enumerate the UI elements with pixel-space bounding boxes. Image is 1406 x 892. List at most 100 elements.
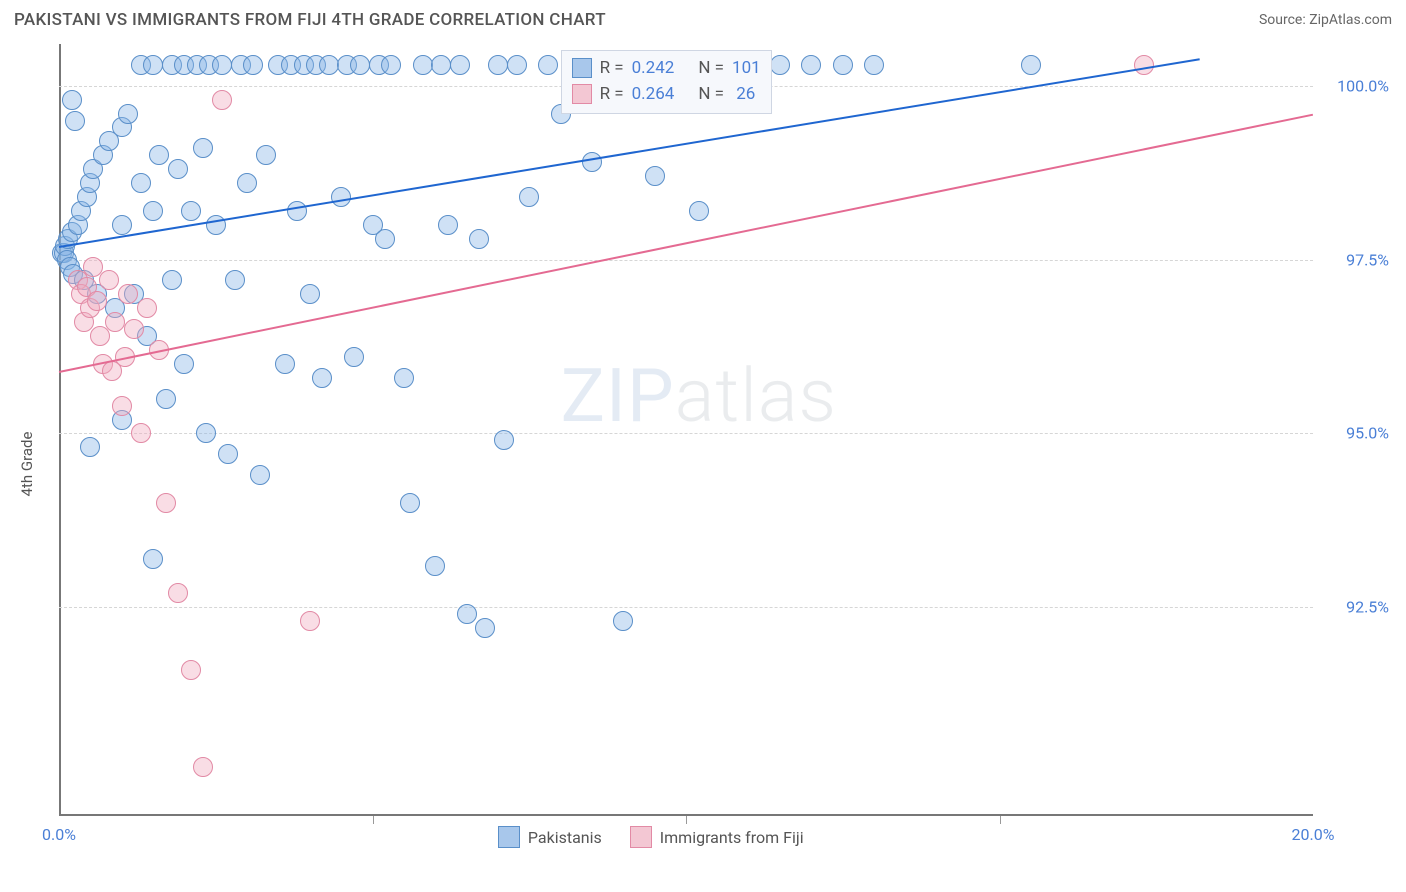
data-point: [143, 549, 163, 569]
data-point: [350, 55, 370, 75]
data-point: [218, 444, 238, 464]
data-point: [645, 166, 665, 186]
data-point: [431, 55, 451, 75]
stat-n-value: 26: [732, 81, 755, 107]
data-point: [62, 90, 82, 110]
data-point: [181, 201, 201, 221]
data-point: [149, 145, 169, 165]
data-point: [381, 55, 401, 75]
y-tick-label: 100.0%: [1337, 76, 1391, 95]
gridline-h: [59, 433, 1313, 434]
data-point: [212, 90, 232, 110]
data-point: [243, 55, 263, 75]
data-point: [90, 326, 110, 346]
data-point: [212, 55, 232, 75]
data-point: [331, 187, 351, 207]
data-point: [287, 201, 307, 221]
data-point: [469, 229, 489, 249]
data-point: [507, 55, 527, 75]
data-point: [168, 583, 188, 603]
data-point: [168, 159, 188, 179]
legend-swatch: [572, 58, 592, 78]
data-point: [400, 493, 420, 513]
data-point: [300, 611, 320, 631]
data-point: [225, 270, 245, 290]
data-point: [193, 757, 213, 777]
legend-swatch: [630, 826, 652, 848]
data-point: [494, 430, 514, 450]
data-point: [425, 556, 445, 576]
source-credit: Source: ZipAtlas.com: [1259, 12, 1392, 28]
data-point: [1134, 55, 1154, 75]
data-point: [112, 396, 132, 416]
data-point: [143, 55, 163, 75]
data-point: [143, 201, 163, 221]
legend-label: Immigrants from Fiji: [660, 828, 804, 847]
legend-swatch: [572, 84, 592, 104]
data-point: [582, 152, 602, 172]
data-point: [312, 368, 332, 388]
stat-r-value: 0.264: [632, 81, 675, 107]
source-label: Source:: [1259, 12, 1309, 28]
data-point: [1021, 55, 1041, 75]
stats-row: R = 0.242 N = 101: [572, 55, 761, 81]
data-point: [438, 215, 458, 235]
data-point: [833, 55, 853, 75]
data-point: [131, 173, 151, 193]
data-point: [112, 215, 132, 235]
stat-r-label: R =: [600, 81, 624, 107]
legend-item: Immigrants from Fiji: [630, 826, 804, 848]
legend-swatch: [498, 826, 520, 848]
data-point: [689, 201, 709, 221]
data-point: [538, 55, 558, 75]
data-point: [80, 437, 100, 457]
y-tick-label: 92.5%: [1346, 598, 1391, 617]
data-point: [319, 55, 339, 75]
data-point: [181, 660, 201, 680]
scatter-plot: 92.5%95.0%97.5%100.0%0.0%20.0%ZIPatlasR …: [59, 44, 1313, 816]
y-tick-label: 97.5%: [1346, 250, 1391, 269]
data-point: [457, 604, 477, 624]
data-point: [450, 55, 470, 75]
header: PAKISTANI VS IMMIGRANTS FROM FIJI 4TH GR…: [0, 0, 1406, 36]
data-point: [801, 55, 821, 75]
gridline-h: [59, 607, 1313, 608]
data-point: [105, 312, 125, 332]
data-point: [256, 145, 276, 165]
stats-row: R = 0.264 N = 26: [572, 81, 761, 107]
x-tick-minor: [373, 816, 374, 824]
data-point: [375, 229, 395, 249]
data-point: [413, 55, 433, 75]
data-point: [344, 347, 364, 367]
legend-item: Pakistanis: [498, 826, 602, 848]
source-link[interactable]: ZipAtlas.com: [1309, 12, 1392, 28]
data-point: [131, 423, 151, 443]
y-tick-label: 95.0%: [1346, 424, 1391, 443]
data-point: [156, 493, 176, 513]
stat-r-value: 0.242: [632, 55, 675, 81]
stat-r-label: R =: [600, 55, 624, 81]
data-point: [488, 55, 508, 75]
data-point: [137, 298, 157, 318]
x-tick-label: 0.0%: [42, 825, 76, 844]
data-point: [193, 138, 213, 158]
stat-n-label: N =: [698, 81, 724, 107]
data-point: [162, 270, 182, 290]
data-point: [250, 465, 270, 485]
data-point: [118, 284, 138, 304]
data-point: [65, 111, 85, 131]
data-point: [87, 291, 107, 311]
page-title: PAKISTANI VS IMMIGRANTS FROM FIJI 4TH GR…: [14, 10, 606, 30]
stat-n-label: N =: [698, 55, 724, 81]
data-point: [237, 173, 257, 193]
stat-n-value: 101: [732, 55, 761, 81]
data-point: [475, 618, 495, 638]
data-point: [174, 354, 194, 374]
data-point: [156, 389, 176, 409]
data-point: [124, 319, 144, 339]
data-point: [613, 611, 633, 631]
data-point: [196, 423, 216, 443]
x-tick-minor: [1000, 816, 1001, 824]
data-point: [118, 104, 138, 124]
data-point: [770, 55, 790, 75]
